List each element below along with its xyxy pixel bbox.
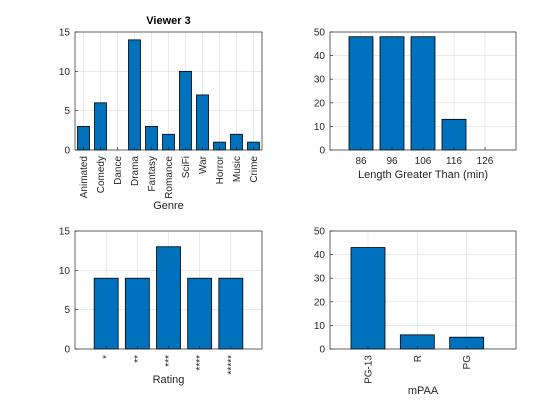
bar-x — [218, 277, 244, 350]
x-tick-label: 116 — [446, 156, 462, 167]
chart-genre: 0 5 10 15 Animated Comedy Dance Drama Fantasy Rom… — [59, 15, 263, 212]
bar-SciFi — [179, 70, 192, 151]
x-tick-label: Animated — [79, 156, 90, 198]
bar-Fantasy — [145, 126, 158, 151]
x-axis-label: mPAA — [408, 385, 439, 397]
bar-Comedy — [94, 102, 107, 151]
bar-86 — [348, 36, 374, 151]
y-tick-label: 30 — [314, 274, 326, 285]
x-axis-label: Rating — [153, 374, 185, 386]
bar-106 — [410, 36, 436, 151]
y-tick-label: 0 — [64, 146, 70, 157]
y-tick-label: 10 — [314, 122, 326, 133]
x-tick-label: Dance — [113, 156, 124, 185]
y-tick-label: 40 — [314, 250, 326, 261]
y-tick-label: 5 — [64, 305, 70, 316]
chart-title: Viewer 3 — [146, 15, 190, 27]
bar-116 — [441, 118, 467, 151]
y-tick-label: 0 — [319, 146, 325, 157]
x-tick-label: Horror — [215, 155, 226, 184]
bar-PGx13 — [350, 247, 386, 350]
x-tick-label: *** — [164, 355, 175, 367]
bar-Animated — [77, 126, 90, 151]
x-tick-label: War — [198, 155, 209, 174]
x-tick-label: R — [413, 355, 424, 362]
x-tick-label: * — [102, 355, 113, 359]
x-tick-label: 106 — [415, 156, 432, 167]
y-tick-label: 0 — [64, 345, 70, 356]
bar-Drama — [128, 39, 141, 151]
x-tick-label: SciFi — [181, 156, 192, 178]
y-tick-label: 20 — [314, 98, 326, 109]
x-tick-label: **** — [195, 355, 206, 371]
chart-length: 0 10 20 30 40 50 86 96 106 116 126 Length Greater T… — [314, 28, 517, 181]
y-tick-label: 30 — [314, 75, 326, 86]
y-tick-label: 0 — [319, 345, 325, 356]
y-tick-label: 40 — [314, 51, 326, 62]
x-tick-label: PG-13 — [363, 355, 374, 384]
x-tick-label: Romance — [164, 156, 175, 199]
x-tick-label: 96 — [386, 156, 398, 167]
y-tick-label: 15 — [59, 28, 71, 39]
y-tick-label: 10 — [59, 67, 71, 78]
x-axis-label: Genre — [153, 200, 184, 212]
x-axis-label: Length Greater Than (min) — [358, 169, 488, 181]
y-tick-label: 5 — [64, 106, 70, 117]
x-tick-label: Drama — [130, 156, 141, 186]
y-tick-label: 15 — [59, 227, 71, 238]
x-tick-label: PG — [462, 355, 473, 370]
chart-mpaa: 0 10 20 30 40 50 PG-13 R PG mPAA — [314, 227, 517, 397]
y-tick-label: 10 — [314, 321, 326, 332]
bar-War — [196, 94, 209, 151]
x-tick-label: Music — [232, 156, 243, 182]
bar-x — [156, 246, 181, 350]
x-tick-label: ** — [133, 355, 144, 363]
y-tick-label: 10 — [59, 266, 71, 277]
y-tick-label: 50 — [314, 227, 326, 238]
x-tick-label: Crime — [249, 156, 260, 183]
x-tick-label: Fantasy — [147, 156, 158, 192]
bar-x — [124, 277, 150, 350]
x-tick-label: 126 — [477, 156, 494, 167]
x-tick-label: Comedy — [96, 156, 107, 193]
bar-x — [187, 277, 213, 350]
x-tick-label: ***** — [226, 355, 237, 375]
y-tick-label: 50 — [314, 28, 326, 39]
bar-96 — [379, 36, 405, 151]
x-tick-label: 86 — [355, 156, 367, 167]
axes-frame — [329, 230, 517, 350]
bar-x — [93, 277, 119, 350]
y-tick-label: 20 — [314, 297, 326, 308]
